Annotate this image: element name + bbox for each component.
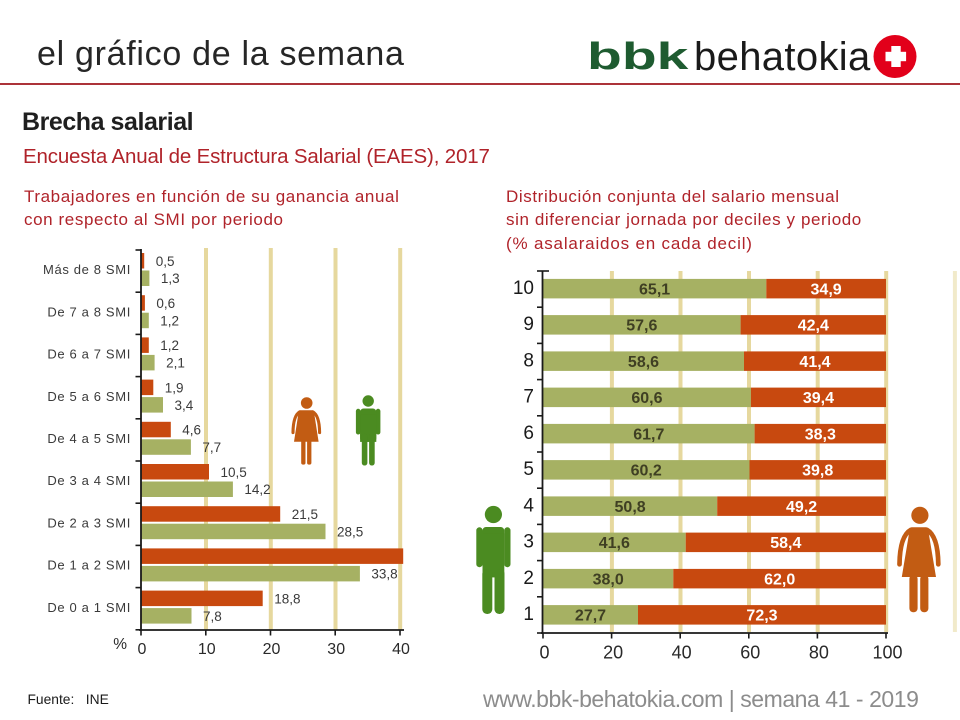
svg-text:28,5: 28,5 — [337, 525, 363, 540]
svg-text:5: 5 — [523, 459, 534, 480]
svg-text:80: 80 — [809, 643, 829, 663]
svg-text:62,0: 62,0 — [764, 571, 795, 588]
svg-text:0,6: 0,6 — [156, 296, 175, 311]
svg-text:14,2: 14,2 — [244, 482, 270, 497]
svg-text:21,5: 21,5 — [292, 507, 318, 522]
svg-text:20: 20 — [263, 641, 281, 658]
svg-text:1: 1 — [523, 604, 534, 625]
svg-text:De 2 a 3 SMI: De 2 a 3 SMI — [47, 515, 131, 530]
svg-text:De 3 a 4 SMI: De 3 a 4 SMI — [47, 473, 131, 488]
svg-text:40: 40 — [392, 641, 410, 658]
svg-text:50,8: 50,8 — [615, 499, 646, 516]
svg-text:De 7 a 8 SMI: De 7 a 8 SMI — [47, 304, 131, 319]
svg-text:0: 0 — [138, 641, 147, 658]
svg-text:4,6: 4,6 — [182, 423, 201, 438]
svg-text:De 5 a 6 SMI: De 5 a 6 SMI — [47, 389, 131, 404]
svg-text:9: 9 — [523, 314, 534, 335]
svg-text:10,5: 10,5 — [221, 465, 247, 480]
svg-text:3: 3 — [523, 532, 534, 553]
svg-text:100: 100 — [872, 643, 902, 663]
svg-text:De 6 a 7 SMI: De 6 a 7 SMI — [47, 347, 131, 362]
svg-text:7,7: 7,7 — [202, 440, 221, 455]
svg-text:18,8: 18,8 — [274, 591, 300, 606]
svg-text:65,1: 65,1 — [639, 281, 670, 298]
svg-text:De 1 a 2 SMI: De 1 a 2 SMI — [47, 558, 131, 573]
svg-text:39,8: 39,8 — [802, 463, 833, 480]
svg-text:2,1: 2,1 — [166, 356, 185, 371]
svg-text:2: 2 — [523, 568, 534, 589]
svg-text:1,3: 1,3 — [161, 271, 180, 286]
svg-text:0: 0 — [539, 643, 549, 663]
svg-text:33,8: 33,8 — [371, 567, 397, 582]
svg-text:De 0 a 1 SMI: De 0 a 1 SMI — [47, 600, 131, 615]
svg-text:49,2: 49,2 — [786, 499, 817, 516]
svg-text:10: 10 — [513, 278, 534, 299]
svg-text:27,7: 27,7 — [575, 608, 606, 625]
svg-text:38,0: 38,0 — [593, 571, 624, 588]
svg-text:7: 7 — [523, 387, 534, 408]
svg-text:4: 4 — [523, 495, 534, 516]
svg-text:6: 6 — [523, 423, 534, 444]
svg-text:De 4 a 5 SMI: De 4 a 5 SMI — [47, 431, 131, 446]
svg-text:42,4: 42,4 — [798, 318, 829, 335]
svg-text:1,2: 1,2 — [160, 313, 179, 328]
svg-text:60: 60 — [740, 643, 760, 663]
svg-text:38,3: 38,3 — [805, 426, 836, 443]
svg-text:72,3: 72,3 — [746, 608, 777, 625]
svg-text:61,7: 61,7 — [633, 426, 664, 443]
svg-text:60,2: 60,2 — [631, 463, 662, 480]
svg-text:3,4: 3,4 — [175, 398, 194, 413]
svg-text:0,5: 0,5 — [156, 254, 175, 269]
svg-text:10: 10 — [198, 641, 216, 658]
svg-text:58,6: 58,6 — [628, 354, 659, 371]
svg-text:57,6: 57,6 — [626, 318, 657, 335]
svg-text:34,9: 34,9 — [811, 281, 842, 298]
svg-text:8: 8 — [523, 350, 534, 371]
svg-text:41,6: 41,6 — [599, 535, 630, 552]
svg-text:40: 40 — [672, 643, 692, 663]
svg-text:1,9: 1,9 — [165, 380, 184, 395]
svg-text:39,4: 39,4 — [803, 390, 834, 407]
svg-text:60,6: 60,6 — [631, 390, 662, 407]
svg-text:30: 30 — [327, 641, 345, 658]
svg-text:58,4: 58,4 — [770, 535, 801, 552]
svg-text:41,4: 41,4 — [799, 354, 830, 371]
svg-text:7,8: 7,8 — [203, 609, 222, 624]
svg-text:%: % — [113, 636, 127, 653]
svg-text:20: 20 — [603, 643, 623, 663]
svg-text:1,2: 1,2 — [160, 338, 179, 353]
svg-text:Más de 8 SMI: Más de 8 SMI — [43, 262, 131, 277]
